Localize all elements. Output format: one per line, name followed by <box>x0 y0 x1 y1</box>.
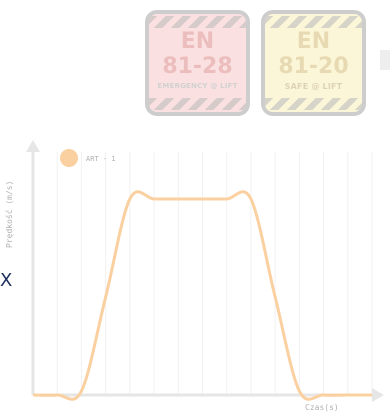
x-axis-label: Czas(s) <box>305 403 339 412</box>
badge-line2: 81-20 <box>278 54 349 79</box>
hazard-stripes-top <box>149 16 246 28</box>
badge-line1: EN <box>296 29 331 54</box>
legend-label: ART - 1 <box>86 155 116 163</box>
legend-swatch <box>60 149 78 167</box>
chart-axes <box>26 140 384 402</box>
partial-badge-edge <box>380 50 390 70</box>
badge-line2: 81-28 <box>162 54 233 79</box>
en-81-20-badge: EN 81-20 SAFE @ LIFT <box>261 10 366 116</box>
en-81-28-badge: EN 81-28 EMERGENCY @ LIFT <box>145 10 250 116</box>
chart-legend: ART - 1 <box>60 149 116 167</box>
hazard-stripes-bottom <box>265 98 362 110</box>
badge-line3: SAFE @ LIFT <box>284 82 343 91</box>
y-axis-label: Prędkość (m/s) <box>4 181 14 248</box>
chart-grid <box>56 152 373 395</box>
badge-line3: EMERGENCY @ LIFT <box>157 82 238 90</box>
hazard-stripes-top <box>265 16 362 28</box>
series-line-0 <box>32 190 372 401</box>
hazard-stripes-bottom <box>149 98 246 110</box>
y-axis-arrow <box>26 140 40 152</box>
badge-line1: EN <box>180 29 215 54</box>
chart-series <box>32 190 372 401</box>
x-axis-arrow <box>372 388 384 402</box>
side-close-marker[interactable]: X <box>0 270 13 291</box>
